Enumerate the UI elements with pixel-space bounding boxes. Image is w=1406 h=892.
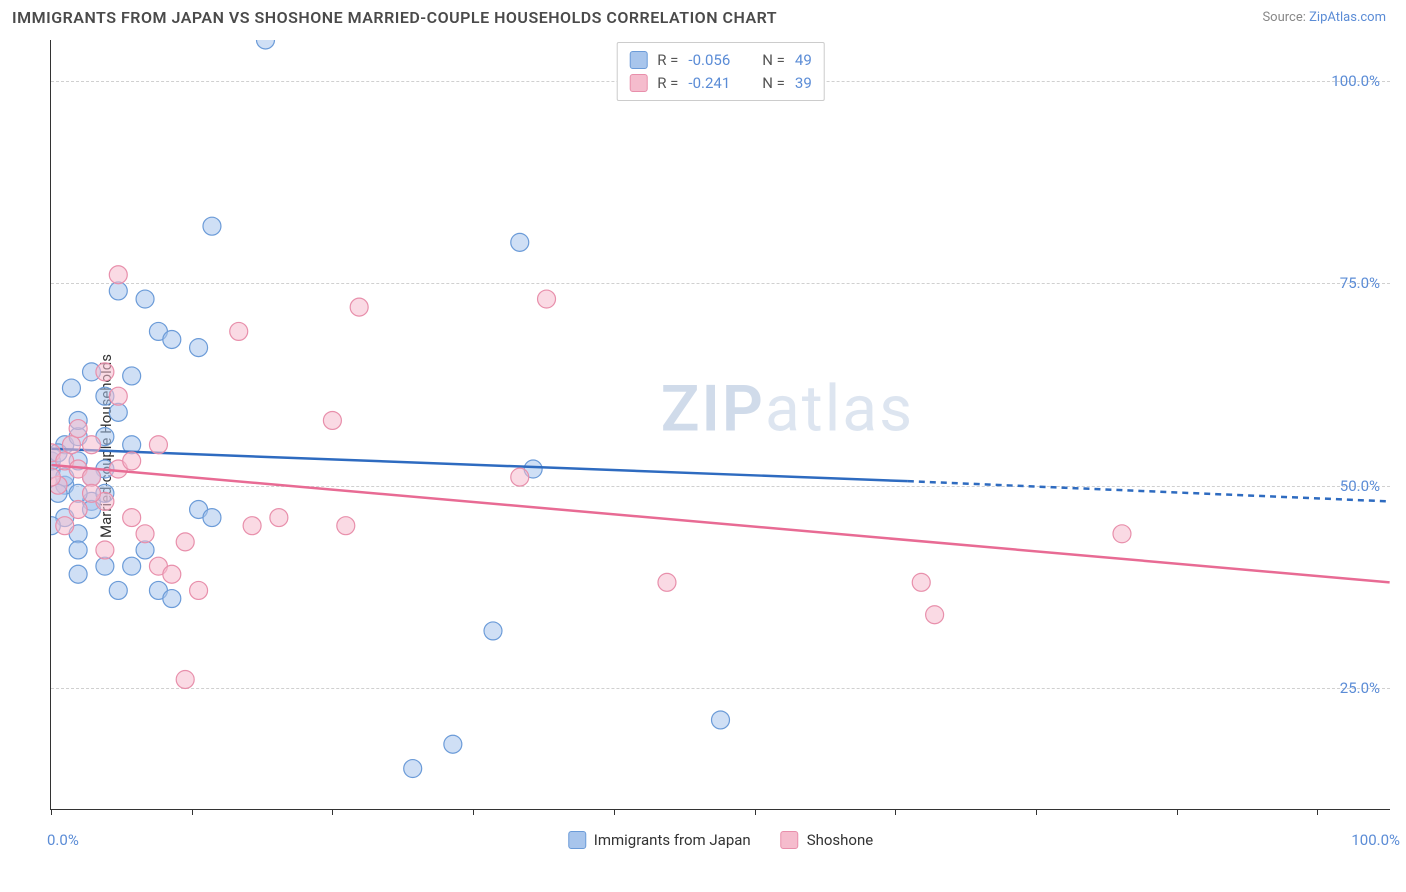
x-tick	[192, 809, 193, 815]
x-tick-min: 0.0%	[47, 831, 79, 849]
scatter-point	[62, 379, 80, 397]
legend-row-series-0: R = -0.056 N = 49	[629, 49, 812, 72]
scatter-point	[83, 484, 101, 502]
x-tick	[51, 809, 52, 815]
scatter-point	[404, 760, 422, 778]
scatter-point	[123, 452, 141, 470]
scatter-point	[163, 590, 181, 608]
scatter-point	[69, 541, 87, 559]
scatter-point	[926, 606, 944, 624]
r-value-1: -0.241	[688, 72, 730, 95]
x-tick	[1036, 809, 1037, 815]
scatter-point	[123, 509, 141, 527]
scatter-svg	[51, 40, 1390, 809]
scatter-point	[712, 711, 730, 729]
scatter-point	[96, 541, 114, 559]
page-title: IMMIGRANTS FROM JAPAN VS SHOSHONE MARRIE…	[12, 8, 777, 27]
scatter-point	[270, 509, 288, 527]
scatter-point	[176, 533, 194, 551]
legend-swatch-1	[629, 74, 647, 92]
scatter-point	[69, 420, 87, 438]
scatter-point	[337, 517, 355, 535]
source-label: Source:	[1262, 10, 1305, 25]
x-tick	[895, 809, 896, 815]
source-attribution: Source: ZipAtlas.com	[1262, 10, 1386, 25]
scatter-point	[96, 557, 114, 575]
r-label: R =	[657, 72, 678, 95]
n-label: N =	[762, 72, 785, 95]
scatter-point	[69, 501, 87, 519]
x-tick	[1177, 809, 1178, 815]
scatter-point	[190, 339, 208, 357]
n-value-0: 49	[795, 49, 812, 72]
scatter-point	[62, 436, 80, 454]
x-tick-max: 100.0%	[1351, 831, 1400, 849]
legend-label-1: Shoshone	[807, 831, 874, 849]
scatter-point	[109, 403, 127, 421]
scatter-point	[176, 670, 194, 688]
scatter-point	[511, 468, 529, 486]
scatter-point	[511, 233, 529, 251]
scatter-point	[123, 557, 141, 575]
r-value-0: -0.056	[688, 49, 730, 72]
trend-line-extrapolated	[908, 481, 1390, 501]
scatter-point	[109, 282, 127, 300]
chart-plot-area: R = -0.056 N = 49 R = -0.241 N = 39 ZIPa…	[50, 40, 1390, 810]
scatter-point	[230, 322, 248, 340]
x-tick	[755, 809, 756, 815]
scatter-point	[1113, 525, 1131, 543]
scatter-point	[83, 436, 101, 454]
legend-item-0: Immigrants from Japan	[568, 831, 751, 849]
x-tick	[332, 809, 333, 815]
series-legend: Immigrants from Japan Shoshone	[568, 831, 873, 849]
scatter-point	[243, 517, 261, 535]
scatter-point	[123, 367, 141, 385]
scatter-point	[136, 541, 154, 559]
correlation-legend: R = -0.056 N = 49 R = -0.241 N = 39	[616, 42, 825, 101]
scatter-point	[163, 565, 181, 583]
x-tick	[473, 809, 474, 815]
legend-row-series-1: R = -0.241 N = 39	[629, 72, 812, 95]
scatter-point	[56, 517, 74, 535]
scatter-point	[658, 573, 676, 591]
scatter-point	[538, 290, 556, 308]
scatter-point	[484, 622, 502, 640]
legend-item-1: Shoshone	[781, 831, 874, 849]
legend-label-0: Immigrants from Japan	[594, 831, 751, 849]
scatter-point	[350, 298, 368, 316]
scatter-point	[203, 509, 221, 527]
scatter-point	[83, 468, 101, 486]
scatter-point	[163, 331, 181, 349]
scatter-point	[109, 266, 127, 284]
legend-swatch-bottom-1	[781, 831, 799, 849]
scatter-point	[149, 436, 167, 454]
scatter-point	[323, 411, 341, 429]
scatter-point	[96, 363, 114, 381]
source-link[interactable]: ZipAtlas.com	[1309, 10, 1386, 25]
scatter-point	[912, 573, 930, 591]
scatter-point	[109, 581, 127, 599]
legend-swatch-0	[629, 51, 647, 69]
scatter-point	[257, 40, 275, 49]
scatter-point	[136, 525, 154, 543]
r-label: R =	[657, 49, 678, 72]
scatter-point	[109, 387, 127, 405]
x-tick	[1317, 809, 1318, 815]
scatter-point	[203, 217, 221, 235]
n-label: N =	[762, 49, 785, 72]
scatter-point	[136, 290, 154, 308]
legend-swatch-bottom-0	[568, 831, 586, 849]
scatter-point	[444, 735, 462, 753]
n-value-1: 39	[795, 72, 812, 95]
scatter-point	[69, 565, 87, 583]
scatter-point	[190, 581, 208, 599]
x-tick	[614, 809, 615, 815]
